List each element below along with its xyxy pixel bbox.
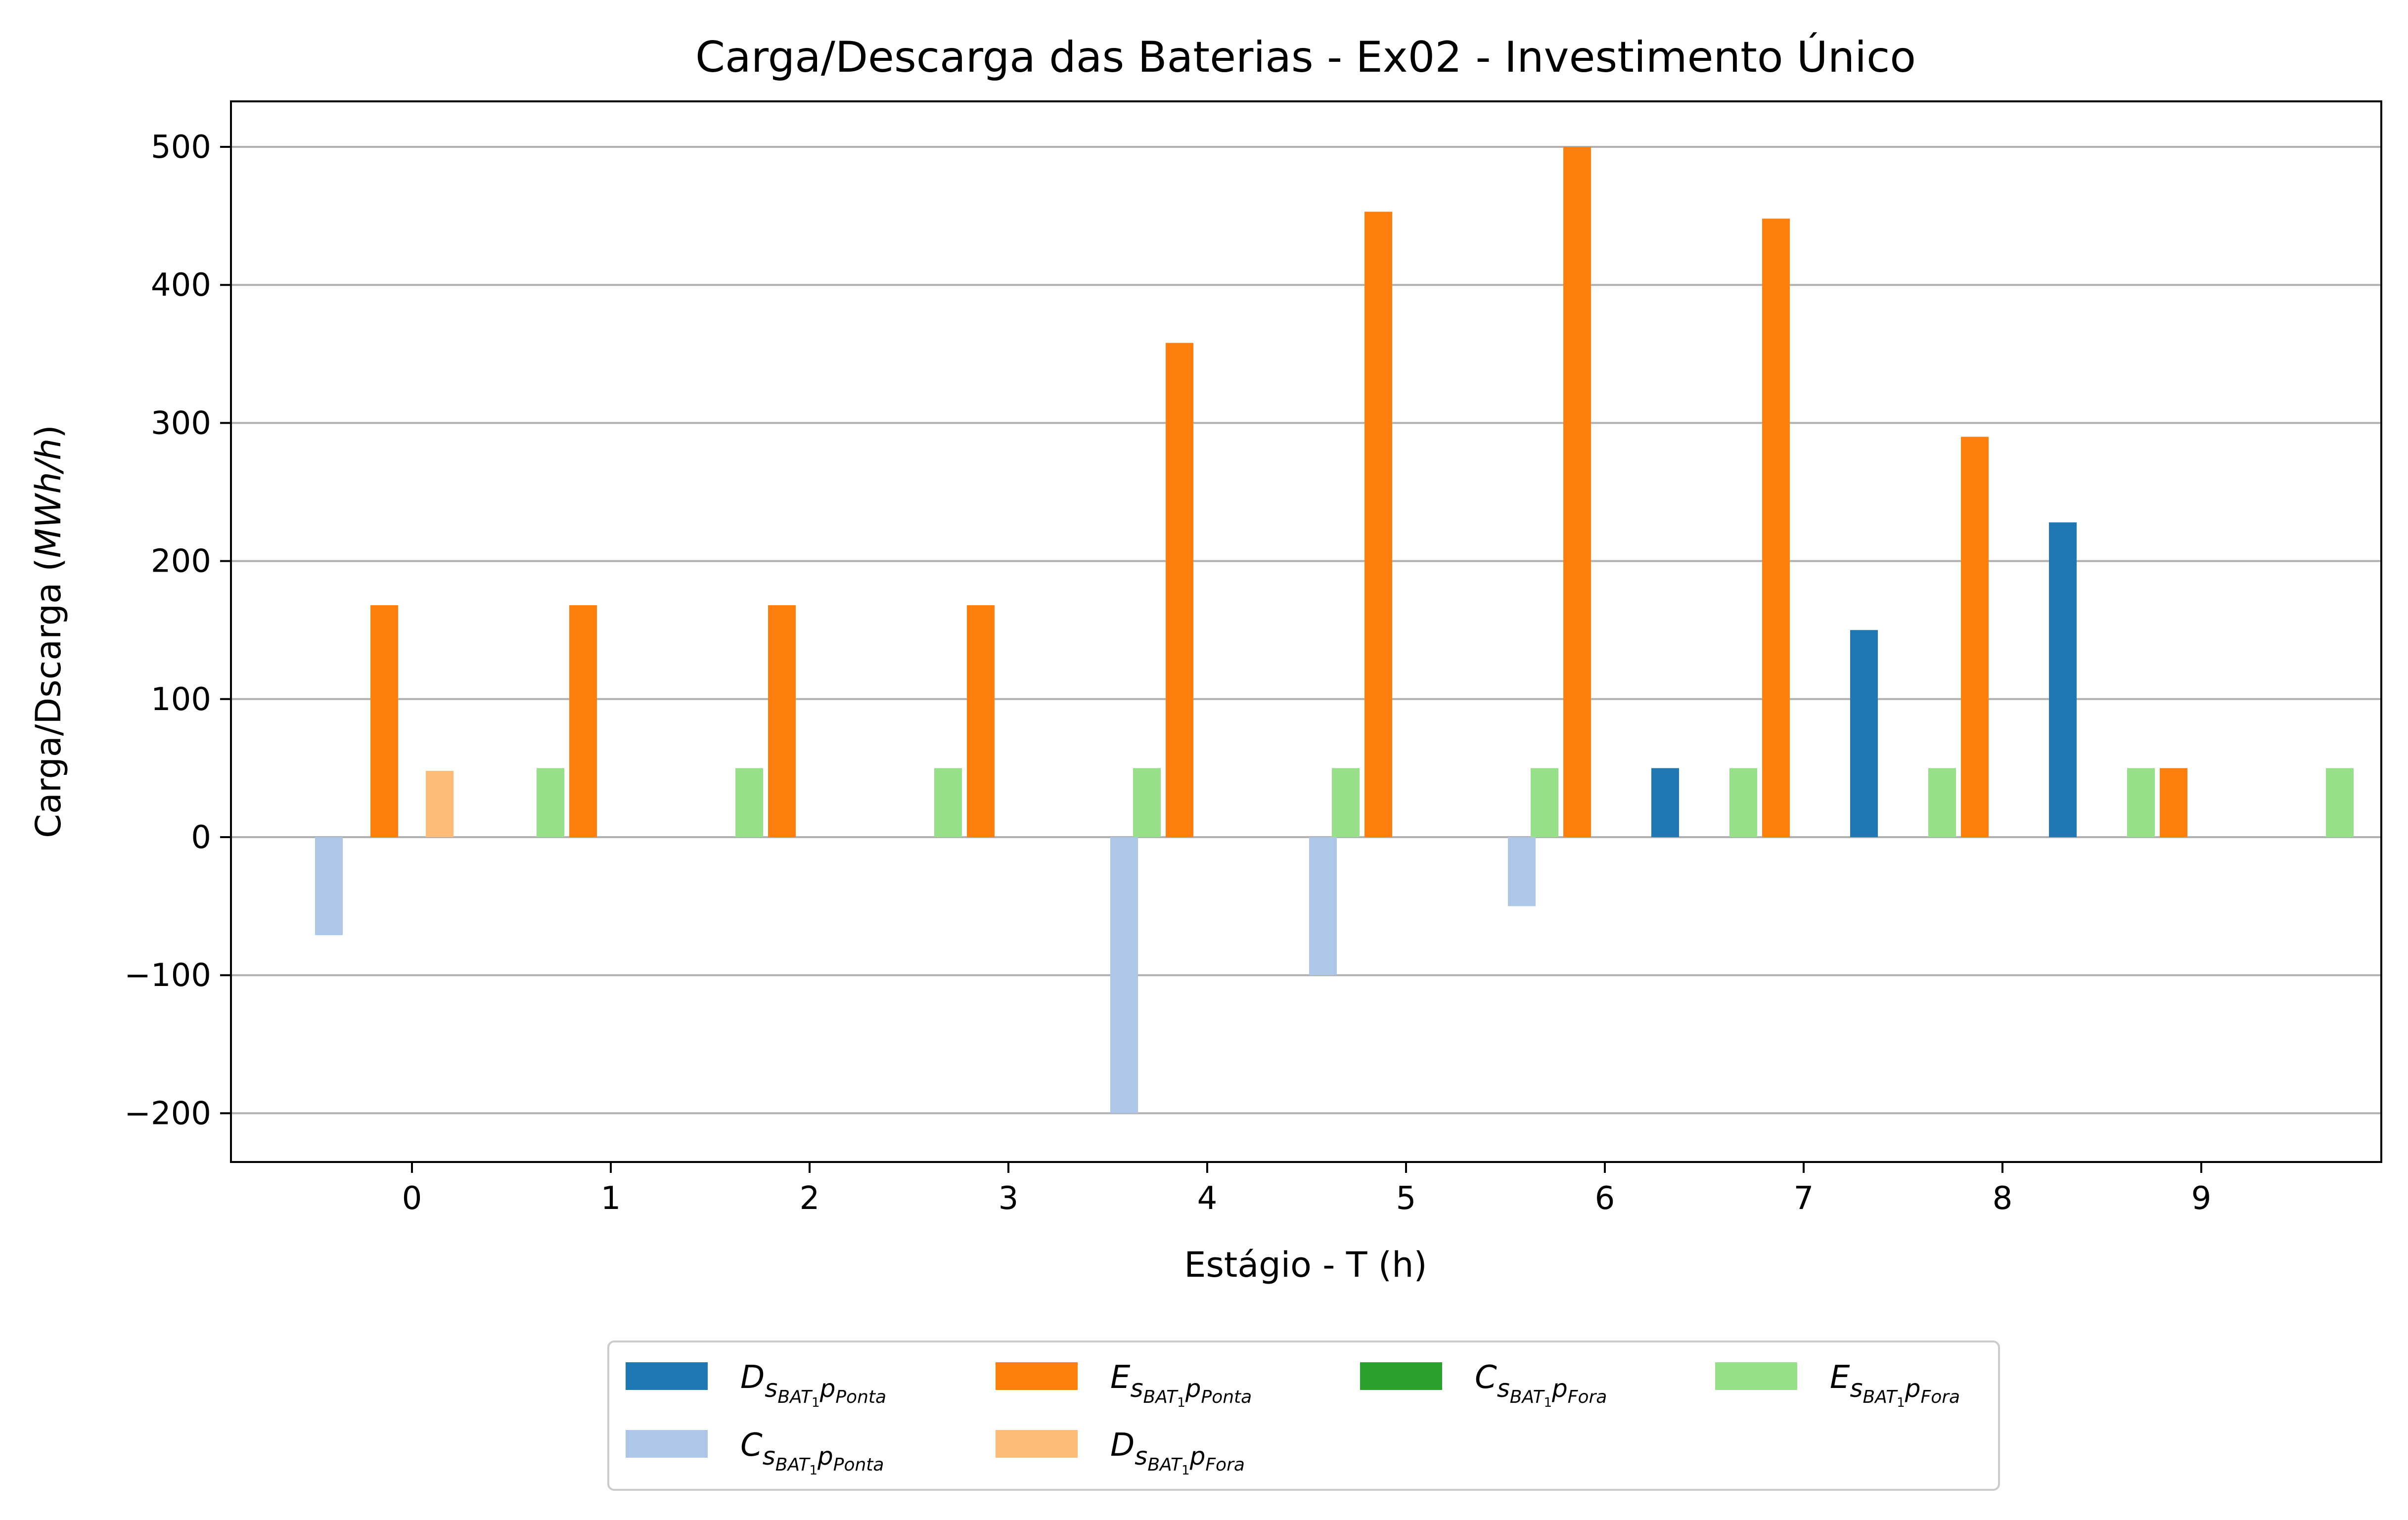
bar — [1133, 768, 1161, 837]
bar — [1531, 768, 1558, 837]
y-axis-label-unit: MWh/h — [28, 438, 69, 558]
x-axis-ticks: 0 1 2 3 4 5 6 7 8 9 — [402, 1162, 2212, 1217]
bar — [1309, 837, 1337, 976]
y-axis-label-suffix: ) — [28, 425, 69, 438]
bar — [735, 768, 763, 837]
legend-swatch — [1715, 1362, 1797, 1390]
x-tick-label: 4 — [1197, 1180, 1218, 1217]
x-tick-label: 0 — [402, 1180, 422, 1217]
legend-entries: DsBAT1pPonta EsBAT1pPonta CsBAT1pFora EsBAT… — [626, 1359, 1960, 1478]
bar — [370, 605, 398, 837]
x-tick-label: 7 — [1794, 1180, 1814, 1217]
bars — [315, 147, 2354, 1114]
bar — [2049, 522, 2077, 837]
y-axis-label: Carga/Dscarga (MWh/h) — [28, 425, 69, 838]
y-tick-label: −200 — [124, 1095, 211, 1132]
legend-label: EsBAT1pFora — [1830, 1359, 1960, 1410]
plot-frame — [230, 100, 2382, 1163]
bar — [934, 768, 962, 837]
y-tick-label: −100 — [124, 957, 211, 994]
bar — [1508, 837, 1536, 906]
bar — [2326, 768, 2354, 837]
legend-label: DsBAT1pPonta — [740, 1359, 886, 1410]
bar — [1563, 147, 1591, 837]
x-tick-label: 2 — [800, 1180, 820, 1217]
bar — [1332, 768, 1360, 837]
y-tick-label: 300 — [151, 405, 211, 442]
bar — [569, 605, 597, 837]
y-axis-ticks: −200 −100 0 100 200 300 400 500 — [124, 129, 231, 1132]
x-tick-label: 5 — [1396, 1180, 1416, 1217]
legend-frame — [607, 1341, 2000, 1491]
bar — [1850, 630, 1878, 837]
x-tick-label: 1 — [601, 1180, 621, 1217]
bar — [1651, 768, 1679, 837]
y-tick-label: 400 — [151, 267, 211, 304]
legend-swatch — [626, 1362, 708, 1390]
bar — [2160, 768, 2187, 837]
legend-swatch — [996, 1430, 1078, 1458]
legend-swatch — [626, 1430, 708, 1458]
bar — [1762, 219, 1790, 838]
legend-label: EsBAT1pPonta — [1110, 1359, 1252, 1410]
y-tick-label: 0 — [191, 819, 211, 856]
bar — [315, 837, 343, 936]
legend-label: CsBAT1pPonta — [740, 1427, 884, 1478]
bar — [967, 605, 995, 837]
bar — [426, 770, 454, 837]
bar — [1928, 768, 1956, 837]
x-tick-label: 3 — [999, 1180, 1019, 1217]
bar — [1364, 212, 1392, 837]
y-tick-label: 200 — [151, 543, 211, 580]
bar — [2127, 768, 2155, 837]
x-axis-label: Estágio - T (h) — [1184, 1245, 1427, 1285]
x-tick-label: 8 — [1993, 1180, 2013, 1217]
chart-title: Carga/Descarga das Baterias - Ex02 - Inv… — [695, 32, 1916, 82]
bar — [768, 605, 796, 837]
y-axis-label-prefix: Carga/Dscarga ( — [28, 558, 69, 838]
bar — [1961, 437, 1989, 837]
y-tick-label: 100 — [151, 681, 211, 718]
bar — [537, 768, 564, 837]
x-tick-label: 6 — [1595, 1180, 1615, 1217]
y-tick-label: 500 — [151, 129, 211, 166]
x-tick-label: 9 — [2191, 1180, 2212, 1217]
legend-swatch — [996, 1362, 1078, 1390]
legend-label: DsBAT1pFora — [1110, 1427, 1245, 1478]
legend: DsBAT1pPonta EsBAT1pPonta CsBAT1pFora EsBAT… — [607, 1341, 2000, 1491]
bar — [1166, 343, 1193, 837]
legend-swatch — [1360, 1362, 1442, 1390]
bar — [1729, 768, 1757, 837]
bar — [1110, 837, 1138, 1114]
legend-label: CsBAT1pFora — [1475, 1359, 1607, 1410]
